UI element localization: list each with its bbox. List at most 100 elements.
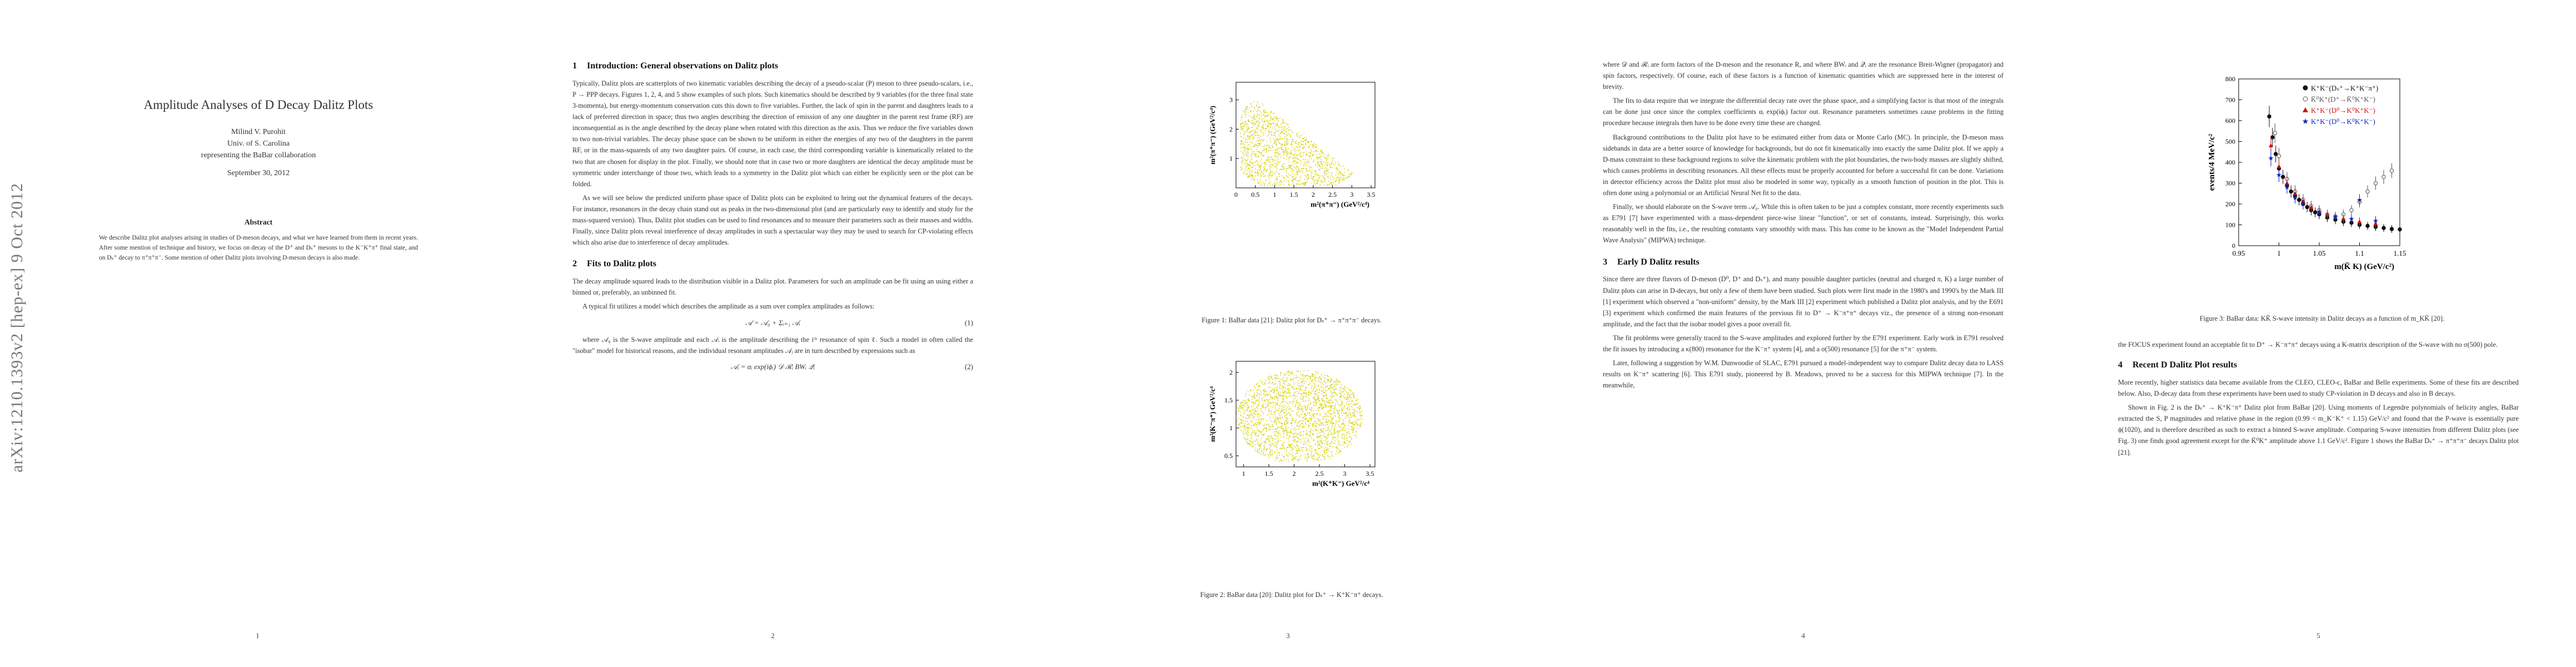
event-point — [1255, 424, 1257, 425]
event-point — [1323, 435, 1324, 437]
event-point — [1269, 419, 1271, 420]
event-point — [1312, 433, 1313, 435]
event-point — [1284, 154, 1285, 156]
event-point — [1267, 160, 1268, 161]
event-point — [1305, 162, 1307, 163]
event-point — [1352, 426, 1353, 427]
event-point — [1259, 169, 1260, 171]
event-point — [1324, 382, 1326, 383]
event-point — [1252, 151, 1253, 152]
event-point — [1296, 135, 1297, 136]
event-point — [1272, 161, 1273, 162]
event-point — [1247, 170, 1248, 171]
event-point — [1319, 175, 1321, 177]
event-point — [1268, 382, 1270, 384]
event-point — [1243, 436, 1244, 438]
event-point — [1288, 161, 1290, 163]
event-point — [1292, 176, 1293, 178]
y-tick-label: 1 — [1229, 424, 1233, 432]
event-point — [1297, 370, 1299, 372]
event-point — [1284, 137, 1285, 138]
event-point — [1333, 410, 1334, 411]
event-point — [1243, 126, 1244, 127]
event-point — [1263, 390, 1264, 392]
event-point — [1262, 132, 1263, 133]
event-point — [1264, 391, 1265, 393]
event-point — [1338, 440, 1339, 442]
event-point — [1298, 461, 1299, 462]
event-point — [1263, 109, 1264, 111]
event-point — [1252, 116, 1254, 118]
event-point — [1276, 179, 1278, 181]
figure-2-caption: Figure 2: BaBar data [20]: Dalitz plot f… — [1200, 591, 1383, 599]
event-point — [1321, 181, 1322, 183]
event-point — [1272, 185, 1273, 186]
event-point — [1255, 173, 1257, 174]
event-point — [1270, 429, 1272, 430]
event-point — [1292, 443, 1293, 445]
event-point — [1263, 150, 1264, 151]
event-point — [1265, 124, 1267, 126]
event-point — [1268, 128, 1270, 130]
event-point — [1311, 169, 1313, 171]
event-point — [1338, 381, 1339, 383]
event-point — [1290, 136, 1292, 138]
event-point — [1280, 149, 1282, 150]
event-point — [1321, 435, 1322, 436]
event-point — [1256, 128, 1258, 130]
event-point — [1313, 160, 1314, 161]
event-point — [1243, 172, 1244, 174]
event-point — [1292, 455, 1293, 457]
paragraph: Finally, we should elaborate on the S-wa… — [1603, 203, 2004, 245]
event-point — [1290, 152, 1292, 154]
event-point — [1288, 173, 1289, 175]
event-point — [1359, 414, 1361, 415]
event-point — [1244, 151, 1246, 153]
event-point — [1243, 137, 1244, 139]
event-point — [1326, 185, 1327, 186]
event-point — [1248, 427, 1249, 429]
event-point — [1298, 132, 1299, 133]
event-point — [1264, 425, 1265, 426]
event-point — [1261, 121, 1263, 122]
event-point — [1317, 407, 1319, 409]
event-point — [1274, 140, 1275, 141]
event-point — [1291, 428, 1292, 430]
event-point — [1313, 396, 1314, 398]
event-point — [1280, 426, 1282, 427]
event-point — [1343, 424, 1344, 425]
event-point — [1270, 142, 1272, 143]
event-point — [1247, 163, 1248, 165]
event-point — [1255, 435, 1257, 436]
event-point — [1258, 142, 1260, 144]
event-point — [1259, 423, 1261, 425]
event-point — [1253, 401, 1254, 403]
event-point — [1249, 139, 1250, 140]
event-point — [1275, 404, 1277, 405]
event-point — [1299, 388, 1301, 390]
event-point — [1245, 417, 1247, 418]
event-point — [1253, 395, 1254, 396]
event-point — [1287, 423, 1288, 424]
event-point — [1331, 379, 1332, 381]
event-point — [1258, 414, 1259, 415]
event-point — [1331, 184, 1332, 185]
event-point — [1318, 400, 1320, 401]
event-point — [1287, 431, 1289, 433]
x-tick-label: 2 — [1293, 470, 1296, 477]
event-point — [1278, 420, 1279, 421]
event-point — [1321, 156, 1322, 157]
event-point — [1257, 452, 1259, 453]
event-point — [1336, 431, 1337, 433]
event-point — [1248, 119, 1249, 121]
event-point — [1256, 149, 1258, 150]
event-point — [1279, 394, 1280, 396]
event-point — [1351, 426, 1352, 427]
event-point — [1239, 418, 1241, 420]
event-point — [1263, 405, 1264, 407]
event-point — [1353, 423, 1354, 425]
event-point — [1337, 438, 1338, 440]
event-point — [1256, 147, 1258, 148]
event-point — [1277, 432, 1279, 434]
